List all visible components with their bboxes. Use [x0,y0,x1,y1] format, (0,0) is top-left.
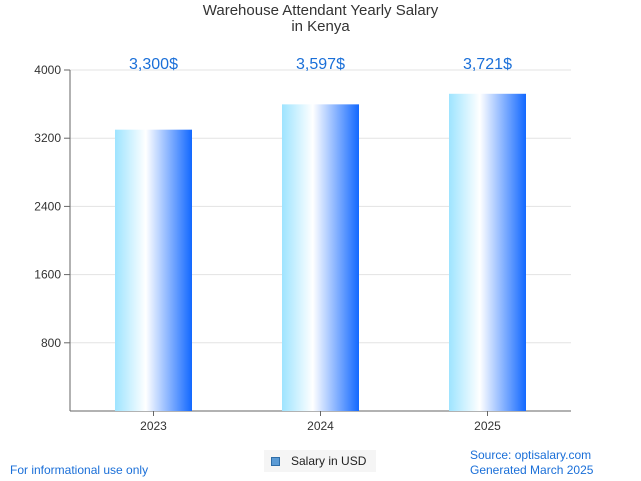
data-label-2023: 3,300$ [129,56,178,73]
source-info: Source: optisalary.com Generated March 2… [470,448,593,478]
x-tick-label-2025: 2025 [474,419,501,433]
y-tick-label-3200: 3200 [34,131,61,145]
chart-title-line-2: in Kenya [291,18,350,35]
x-tick-label-2023: 2023 [140,419,167,433]
bar-2023[interactable] [115,129,192,412]
chart-title-line-1: Warehouse Attendant Yearly Salary [202,2,439,19]
source-link[interactable]: Source: optisalary.com [470,448,592,462]
labels: 3,300$ 3,597$ 3,721$ [129,56,512,73]
data-label-2025: 3,721$ [463,56,512,73]
y-tick-label-1600: 1600 [34,268,61,282]
legend-label: Salary in USD [291,454,367,468]
y-tick-label-800: 800 [41,336,61,350]
y-tick-label-2400: 2400 [34,199,61,213]
bar-2025[interactable] [449,93,526,411]
legend[interactable]: Salary in USD [264,450,376,472]
bar-2024[interactable] [282,104,359,412]
generated-date: Generated March 2025 [470,463,594,477]
x-tick-label-2024: 2024 [307,419,334,433]
data-label-2024: 3,597$ [296,56,345,73]
legend-swatch [271,456,280,466]
chart-title: Warehouse Attendant Yearly Salary in Ken… [0,3,641,35]
disclaimer: For informational use only [10,463,149,477]
bars [115,93,526,412]
y-tick-label-4000: 4000 [34,63,61,77]
